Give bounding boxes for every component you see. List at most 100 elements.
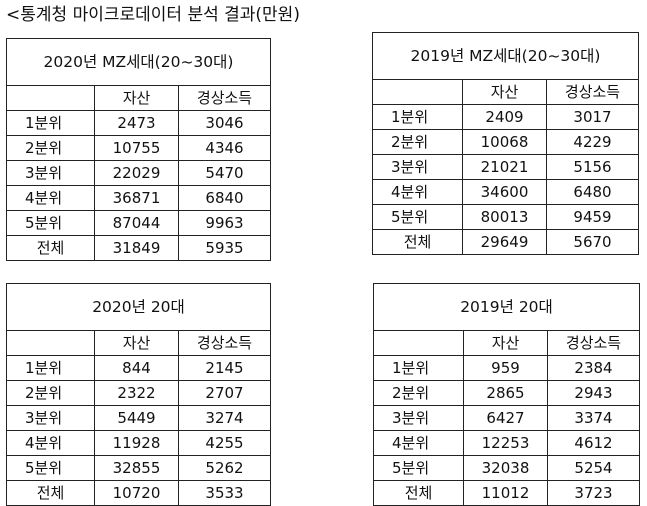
table-row: 3분위 6427 3374: [373, 405, 641, 431]
table-title: 2019년 MZ세대(20~30대): [371, 32, 640, 80]
table-row: 4분위 12253 4612: [373, 430, 641, 456]
table-row: 전체 29649 5670: [372, 229, 640, 255]
row-label: 전체: [6, 480, 95, 506]
row-label: 1분위: [372, 104, 463, 130]
income-value: 4255: [177, 430, 272, 456]
table-title: 2019년 20대: [372, 283, 641, 331]
income-value: 2384: [546, 355, 641, 381]
income-value: 4612: [546, 430, 641, 456]
table-2019-mz: 2019년 MZ세대(20~30대) 자산 경상소득 1분위 2409 3017 2분위 10…: [371, 32, 640, 255]
asset-value: 2322: [94, 380, 179, 406]
income-value: 5254: [546, 455, 641, 481]
income-value: 5262: [177, 455, 272, 481]
row-label: 1분위: [6, 110, 95, 136]
table-row: 2분위 2865 2943: [373, 380, 641, 406]
table-header-row: 자산 경상소득: [6, 85, 272, 111]
row-label: 4분위: [373, 430, 464, 456]
asset-value: 959: [463, 355, 548, 381]
income-value: 5156: [545, 154, 640, 180]
column-header: 자산: [94, 330, 179, 356]
table-row: 2분위 10755 4346: [6, 135, 272, 161]
column-header: 경상소득: [545, 79, 640, 105]
table-row: 1분위 2409 3017: [372, 104, 640, 130]
table-row: 1분위 959 2384: [373, 355, 641, 381]
row-label: 5분위: [372, 204, 463, 230]
income-value: 2707: [177, 380, 272, 406]
column-header: 경상소득: [546, 330, 641, 356]
row-label: 1분위: [373, 355, 464, 381]
row-label: 5분위: [6, 455, 95, 481]
asset-value: 2409: [462, 104, 547, 130]
column-header: 자산: [462, 79, 547, 105]
table-row: 전체 11012 3723: [373, 480, 641, 506]
asset-value: 2865: [463, 380, 548, 406]
row-label: 4분위: [6, 185, 95, 211]
row-label: 2분위: [373, 380, 464, 406]
row-label: 3분위: [372, 154, 463, 180]
table-row: 1분위 844 2145: [6, 355, 272, 381]
row-label: 3분위: [6, 160, 95, 186]
income-value: 3017: [545, 104, 640, 130]
asset-value: 5449: [94, 405, 179, 431]
column-header: 자산: [463, 330, 548, 356]
table-row: 4분위 11928 4255: [6, 430, 272, 456]
income-value: 5470: [177, 160, 272, 186]
table-row: 5분위 32038 5254: [373, 455, 641, 481]
asset-value: 80013: [462, 204, 547, 230]
table-row: 3분위 22029 5470: [6, 160, 272, 186]
income-value: 3533: [177, 480, 272, 506]
table-title-row: 2019년 20대: [372, 283, 641, 331]
asset-value: 36871: [94, 185, 179, 211]
income-value: 4346: [177, 135, 272, 161]
income-value: 5670: [545, 229, 640, 255]
income-value: 3046: [177, 110, 272, 136]
column-header: [373, 330, 464, 356]
row-label: 2분위: [6, 135, 95, 161]
page-heading: <통계청 마이크로데이터 분석 결과(만원): [6, 5, 300, 25]
asset-value: 10755: [94, 135, 179, 161]
row-label: 2분위: [6, 380, 95, 406]
column-header: 자산: [94, 85, 179, 111]
table-row: 1분위 2473 3046: [6, 110, 272, 136]
income-value: 6840: [177, 185, 272, 211]
row-label: 4분위: [372, 179, 463, 205]
column-header: [372, 79, 463, 105]
table-row: 3분위 5449 3274: [6, 405, 272, 431]
table-row: 2분위 10068 4229: [372, 129, 640, 155]
row-label: 전체: [6, 235, 95, 261]
table-row: 5분위 32855 5262: [6, 455, 272, 481]
row-label: 5분위: [373, 455, 464, 481]
row-label: 5분위: [6, 210, 95, 236]
table-2020-mz: 2020년 MZ세대(20~30대) 자산 경상소득 1분위 2473 3046 2분위 10…: [5, 38, 272, 261]
income-value: 3374: [546, 405, 641, 431]
asset-value: 844: [94, 355, 179, 381]
income-value: 2145: [177, 355, 272, 381]
table-title: 2020년 20대: [5, 283, 272, 331]
row-label: 3분위: [373, 405, 464, 431]
asset-value: 87044: [94, 210, 179, 236]
asset-value: 12253: [463, 430, 548, 456]
row-label: 1분위: [6, 355, 95, 381]
row-label: 3분위: [6, 405, 95, 431]
asset-value: 2473: [94, 110, 179, 136]
income-value: 4229: [545, 129, 640, 155]
table-2019-20s: 2019년 20대 자산 경상소득 1분위 959 2384 2분위 2865 2943 3분위 6…: [372, 283, 641, 506]
asset-value: 32855: [94, 455, 179, 481]
column-header: 경상소득: [177, 85, 272, 111]
column-header: [6, 330, 95, 356]
table-row: 5분위 87044 9963: [6, 210, 272, 236]
table-header-row: 자산 경상소득: [6, 330, 272, 356]
row-label: 전체: [372, 229, 463, 255]
asset-value: 10068: [462, 129, 547, 155]
asset-value: 11012: [463, 480, 548, 506]
table-row: 2분위 2322 2707: [6, 380, 272, 406]
row-label: 2분위: [372, 129, 463, 155]
row-label: 전체: [373, 480, 464, 506]
income-value: 3274: [177, 405, 272, 431]
income-value: 6480: [545, 179, 640, 205]
asset-value: 31849: [94, 235, 179, 261]
table-row: 4분위 34600 6480: [372, 179, 640, 205]
asset-value: 11928: [94, 430, 179, 456]
table-row: 4분위 36871 6840: [6, 185, 272, 211]
income-value: 9963: [177, 210, 272, 236]
